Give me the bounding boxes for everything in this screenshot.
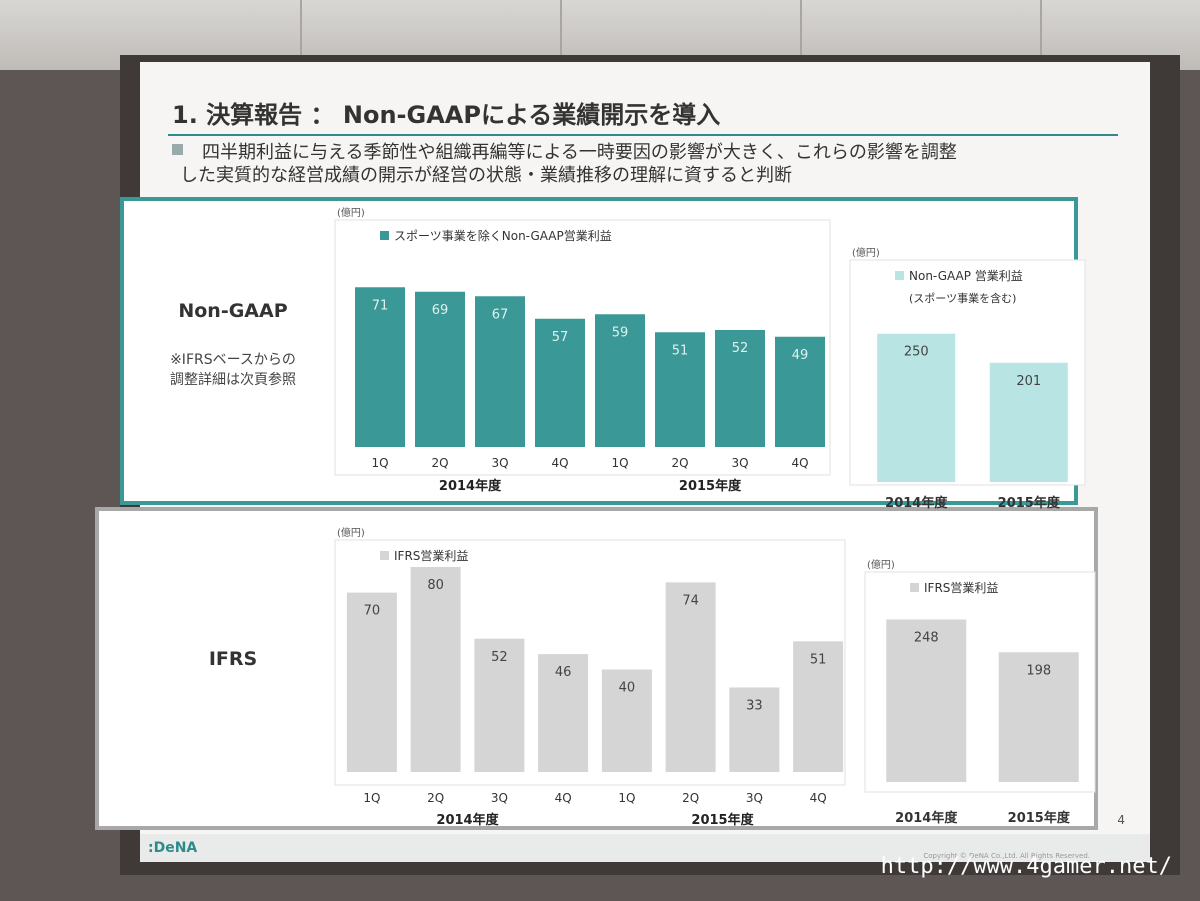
bar-0-0 <box>355 287 405 447</box>
bar-3-1 <box>998 652 1079 782</box>
bar-0-7 <box>775 336 825 447</box>
data-label-2-5: 74 <box>682 593 699 608</box>
category-label-2-3: 4Q <box>555 791 572 805</box>
data-label-2-2: 52 <box>491 650 508 665</box>
watermark-url: http://www.4gamer.net/ <box>880 854 1172 879</box>
legend-label-3: IFRS営業利益 <box>924 581 998 595</box>
dena-logo: :DeNA <box>148 840 198 856</box>
category-label-0-5: 2Q <box>671 456 688 470</box>
legend-swatch-2 <box>380 551 389 560</box>
data-label-2-6: 33 <box>746 698 763 713</box>
slide-title: 1. 決算報告 ： Non-GAAPによる業績開示を導入 <box>172 101 721 129</box>
data-label-0-6: 52 <box>732 341 749 356</box>
chart-unit-1: (億円) <box>852 246 880 259</box>
group-label-2-0: 2014年度 <box>436 812 499 828</box>
nongaap-note-line-1: ※IFRSベースからの <box>170 352 296 368</box>
category-label-0-0: 1Q <box>371 456 388 470</box>
bar-2-2 <box>474 638 525 772</box>
category-label-3-0: 2014年度 <box>895 810 958 826</box>
bar-0-5 <box>655 332 705 447</box>
data-label-3-0: 248 <box>914 631 939 646</box>
category-label-0-2: 3Q <box>491 456 508 470</box>
data-label-0-0: 71 <box>372 298 389 313</box>
legend-label-1: Non-GAAP 営業利益 <box>909 269 1023 283</box>
page-number: 4 <box>1117 813 1125 827</box>
category-label-0-7: 4Q <box>791 456 808 470</box>
category-label-1-1: 2015年度 <box>998 495 1061 511</box>
data-label-0-7: 49 <box>792 348 809 363</box>
category-label-2-7: 4Q <box>810 791 827 805</box>
data-label-2-0: 70 <box>364 604 381 619</box>
bar-1-1 <box>989 362 1068 482</box>
bar-0-2 <box>475 296 525 447</box>
category-label-0-3: 4Q <box>551 456 568 470</box>
bar-0-1 <box>415 291 465 447</box>
nongaap-label: Non-GAAP <box>178 300 288 322</box>
data-label-2-1: 80 <box>427 578 444 593</box>
bar-0-6 <box>715 330 765 447</box>
data-label-0-4: 59 <box>612 325 629 340</box>
legend-sublabel-1: (スポーツ事業を含む) <box>909 291 1016 305</box>
data-label-0-2: 67 <box>492 307 509 322</box>
bullet-icon <box>172 144 183 155</box>
data-label-3-1: 198 <box>1026 663 1051 678</box>
category-label-2-6: 3Q <box>746 791 763 805</box>
title-rule <box>168 134 1118 136</box>
data-label-0-3: 57 <box>552 330 569 345</box>
data-label-0-5: 51 <box>672 343 689 358</box>
bullet-text-line-1: 四半期利益に与える季節性や組織再編等による一時要因の影響が大きく、これらの影響を… <box>202 142 957 163</box>
data-label-2-7: 51 <box>810 652 827 667</box>
group-label-2-1: 2015年度 <box>691 812 754 828</box>
category-label-2-4: 1Q <box>618 791 635 805</box>
category-label-2-1: 2Q <box>427 791 444 805</box>
copyright-text: Copyright © DeNA Co.,Ltd. All Rights Res… <box>923 852 1090 860</box>
chart-unit-2: (億円) <box>337 526 365 539</box>
bullet-text-line-2: した実質的な経営成績の開示が経営の状態・業績推移の理解に資すると判断 <box>180 165 792 186</box>
bar-0-4 <box>595 314 645 447</box>
bar-2-6 <box>729 687 780 772</box>
bar-0-3 <box>535 318 585 447</box>
category-label-2-5: 2Q <box>682 791 699 805</box>
ifrs-label: IFRS <box>208 648 258 670</box>
data-label-2-4: 40 <box>619 681 636 696</box>
bar-2-5 <box>665 582 716 772</box>
category-label-0-6: 3Q <box>731 456 748 470</box>
chart-unit-3: (億円) <box>867 558 895 571</box>
category-label-1-0: 2014年度 <box>885 495 948 511</box>
bar-3-0 <box>886 619 967 782</box>
bar-2-3 <box>538 654 589 772</box>
slide-footer <box>140 834 1150 862</box>
group-label-0-1: 2015年度 <box>679 478 742 494</box>
bar-2-0 <box>346 592 397 772</box>
category-label-0-1: 2Q <box>431 456 448 470</box>
bar-2-1 <box>410 567 461 772</box>
data-label-2-3: 46 <box>555 665 572 680</box>
legend-label-2: IFRS営業利益 <box>394 549 468 563</box>
data-label-1-1: 201 <box>1016 374 1041 389</box>
bar-2-7 <box>793 641 844 772</box>
legend-label-0: スポーツ事業を除くNon-GAAP営業利益 <box>394 228 612 243</box>
presentation-slide: 1. 決算報告 ： Non-GAAPによる業績開示を導入 四半期利益に与える季節… <box>95 62 1150 862</box>
legend-swatch-3 <box>910 583 919 592</box>
charts-canvas: (億円) スポーツ事業を除くNon-GAAP営業利益 71 1Q 69 2Q 67 3Q 57 4… <box>334 206 1096 828</box>
nongaap-note-line-2: 調整詳細は次頁参照 <box>170 372 296 388</box>
legend-swatch-0 <box>380 231 389 240</box>
bar-2-4 <box>601 669 652 772</box>
data-label-1-0: 250 <box>904 345 929 360</box>
bar-1-0 <box>877 333 956 482</box>
category-label-2-2: 3Q <box>491 791 508 805</box>
legend-swatch-1 <box>895 271 904 280</box>
category-label-3-1: 2015年度 <box>1008 810 1071 826</box>
data-label-0-1: 69 <box>432 303 449 318</box>
category-label-0-4: 1Q <box>611 456 628 470</box>
category-label-2-0: 1Q <box>363 791 380 805</box>
chart-unit-0: (億円) <box>337 206 365 219</box>
group-label-0-0: 2014年度 <box>439 478 502 494</box>
